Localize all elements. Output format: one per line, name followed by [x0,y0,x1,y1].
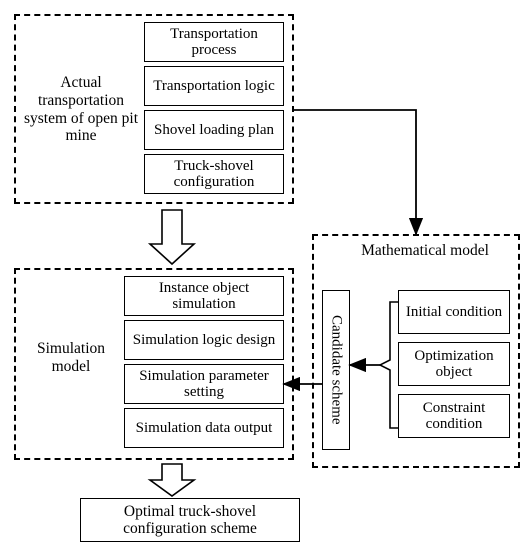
box-label: Simulation logic design [133,332,276,349]
box-instance-object-simulation: Instance object simulation [124,276,284,316]
box-shovel-loading-plan: Shovel loading plan [144,110,284,150]
box-label: Simulation parameter setting [129,368,279,401]
block-arrow-sim-to-result [150,464,194,496]
box-candidate-scheme: Candidate scheme [322,290,350,450]
box-optimization-object: Optimization object [398,342,510,386]
box-label: Candidate scheme [328,315,345,425]
box-truck-shovel-config: Truck-shovel configuration [144,154,284,194]
box-label: Constraint condition [403,400,505,433]
box-simulation-data-output: Simulation data output [124,408,284,448]
box-label: Truck-shovel configuration [149,158,279,191]
box-optimal-scheme: Optimal truck-shovel configuration schem… [80,498,300,542]
box-label: Optimal truck-shovel configuration schem… [85,503,295,537]
box-label: Instance object simulation [129,280,279,313]
box-simulation-parameter-setting: Simulation parameter setting [124,364,284,404]
box-label: Transportation logic [153,78,275,95]
box-simulation-logic-design: Simulation logic design [124,320,284,360]
box-transportation-logic: Transportation logic [144,66,284,106]
group-simulation-label: Simulation model [22,340,120,376]
group-math-label: Mathematical model [360,242,490,260]
box-label: Optimization object [403,348,505,381]
box-label: Initial condition [406,304,502,321]
diagram-canvas: Actual transportation system of open pit… [0,0,532,550]
group-actual-label: Actual transportation system of open pit… [22,74,140,145]
box-initial-condition: Initial condition [398,290,510,334]
box-label: Transportation process [149,26,279,59]
box-constraint-condition: Constraint condition [398,394,510,438]
box-label: Shovel loading plan [154,122,274,139]
block-arrow-actual-to-sim [150,210,194,264]
box-transportation-process: Transportation process [144,22,284,62]
arrow-actual-to-math [294,110,416,234]
box-label: Simulation data output [136,420,273,437]
